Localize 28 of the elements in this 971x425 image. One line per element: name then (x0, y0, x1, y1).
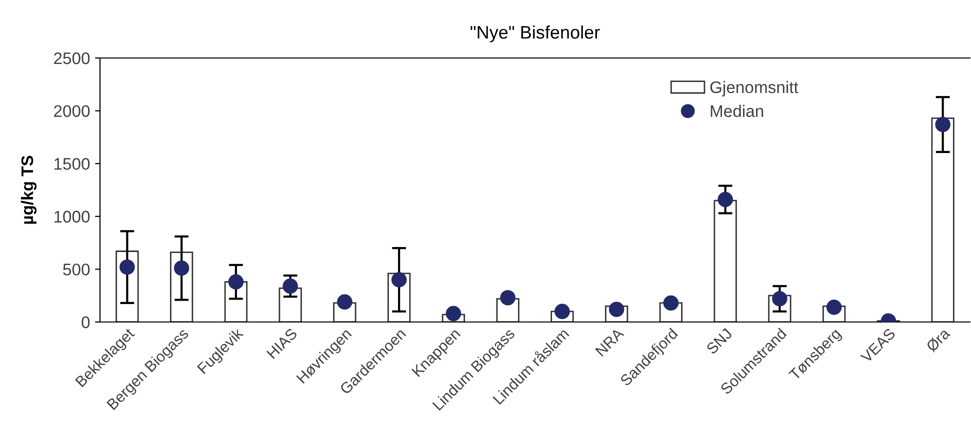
point (446, 306, 462, 322)
point (282, 278, 298, 294)
point (772, 291, 788, 306)
y-tick-label: 1500 (54, 158, 90, 170)
legend-label: Gjenomsnitt (710, 80, 798, 96)
chart-title: "Nye" Bisfenoler (470, 25, 600, 42)
y-tick-label: 2000 (54, 105, 90, 118)
point (391, 272, 407, 288)
point (228, 274, 244, 290)
bar (714, 200, 737, 322)
y-tick-label: 0 (82, 316, 90, 328)
legend-label: Median (710, 104, 764, 118)
point (826, 300, 842, 315)
point (663, 295, 679, 311)
point (554, 304, 570, 320)
bar (931, 117, 954, 322)
y-axis-title: µg/kg TS (20, 156, 37, 224)
point (718, 192, 733, 208)
y-tick-label: 500 (63, 264, 90, 276)
point (337, 294, 352, 310)
point (608, 302, 624, 317)
y-tick-label: 2500 (54, 52, 90, 64)
point (120, 259, 135, 275)
x-tick-label: Øra (925, 326, 951, 353)
point (174, 260, 190, 276)
point (935, 116, 950, 132)
point (500, 290, 516, 306)
y-tick-label: 1000 (54, 210, 90, 223)
